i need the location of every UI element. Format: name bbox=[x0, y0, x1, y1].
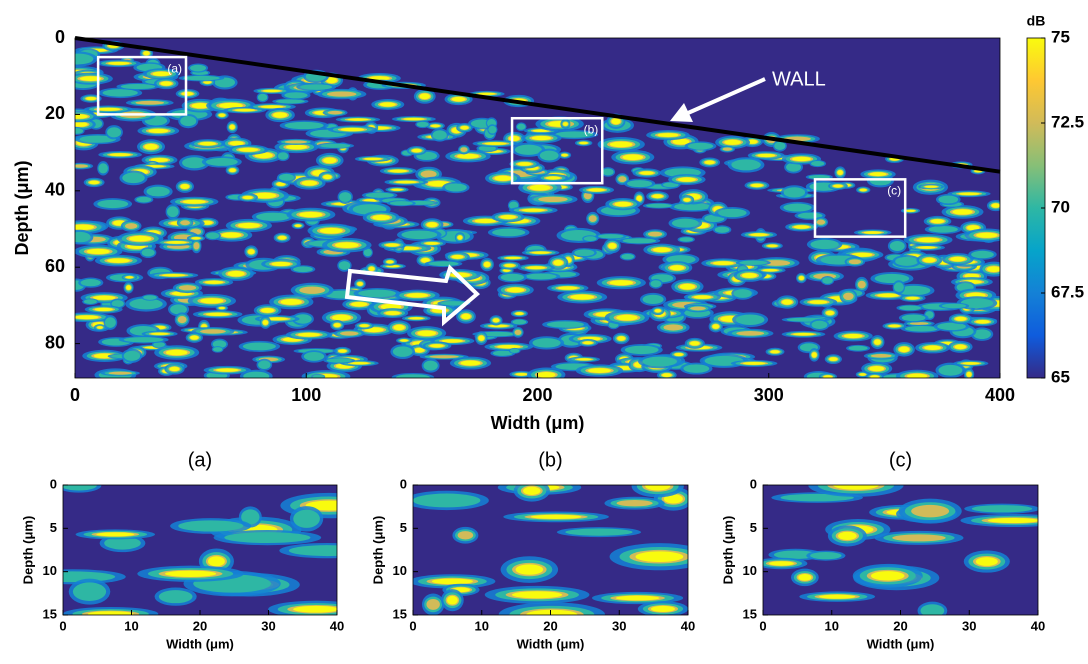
region-label: (c) bbox=[887, 184, 901, 198]
x-tick-label: 30 bbox=[612, 618, 626, 633]
y-tick-label: 15 bbox=[43, 606, 57, 621]
y-axis-label: Depth (μm) bbox=[12, 160, 32, 255]
x-tick-label: 30 bbox=[261, 618, 275, 633]
colorbar-tick-label: 67.5 bbox=[1051, 282, 1084, 301]
y-tick-label: 20 bbox=[45, 103, 65, 123]
region-label: (a) bbox=[167, 61, 182, 75]
y-tick-label: 0 bbox=[750, 476, 757, 491]
heatmap-texture bbox=[63, 485, 337, 615]
x-tick-label: 20 bbox=[193, 618, 207, 633]
y-tick-label: 0 bbox=[55, 27, 65, 47]
flow-arrow bbox=[344, 264, 480, 327]
x-tick-label: 100 bbox=[291, 385, 321, 405]
wall-line bbox=[74, 36, 1001, 174]
x-axis-label: Width (μm) bbox=[867, 636, 935, 651]
region-box bbox=[510, 116, 604, 185]
x-axis-label: Width (μm) bbox=[517, 636, 585, 651]
y-tick-label: 10 bbox=[743, 563, 757, 578]
y-tick-label: 0 bbox=[50, 476, 57, 491]
x-tick-label: 20 bbox=[543, 618, 557, 633]
x-tick-label: 300 bbox=[754, 385, 784, 405]
y-tick-label: 5 bbox=[750, 520, 757, 535]
x-tick-label: 40 bbox=[681, 618, 695, 633]
wall-arrow bbox=[687, 77, 766, 115]
region-label: (b) bbox=[584, 122, 599, 136]
y-axis-label: Depth (μm) bbox=[20, 516, 35, 585]
x-tick-label: 10 bbox=[825, 618, 839, 633]
y-tick-label: 10 bbox=[393, 563, 407, 578]
wall-label: WALL bbox=[772, 68, 826, 90]
subplot-title: (a) bbox=[188, 449, 212, 471]
y-tick-label: 40 bbox=[45, 180, 65, 200]
y-tick-label: 15 bbox=[743, 606, 757, 621]
x-tick-label: 40 bbox=[1031, 618, 1045, 633]
wall-arrowhead bbox=[670, 103, 693, 122]
y-tick-label: 80 bbox=[45, 332, 65, 352]
x-axis-label: Width (μm) bbox=[166, 636, 234, 651]
x-tick-label: 10 bbox=[475, 618, 489, 633]
colorbar-tick-label: 70 bbox=[1051, 197, 1070, 216]
region-box bbox=[96, 55, 188, 116]
y-tick-label: 10 bbox=[43, 563, 57, 578]
y-tick-label: 5 bbox=[400, 520, 407, 535]
colorbar-label: dB bbox=[1027, 13, 1046, 29]
heatmap-texture bbox=[763, 485, 1038, 615]
x-tick-label: 0 bbox=[70, 385, 80, 405]
x-tick-label: 20 bbox=[893, 618, 907, 633]
colorbar-tick-label: 65 bbox=[1051, 367, 1070, 386]
subplot-title: (c) bbox=[889, 449, 912, 471]
y-axis-label: Depth (μm) bbox=[720, 516, 735, 585]
colorbar-tick-label: 72.5 bbox=[1051, 112, 1084, 131]
x-tick-label: 400 bbox=[985, 385, 1015, 405]
x-tick-label: 0 bbox=[409, 618, 416, 633]
x-tick-label: 30 bbox=[962, 618, 976, 633]
heatmap-texture bbox=[413, 485, 688, 615]
y-axis-label: Depth (μm) bbox=[370, 516, 385, 585]
heatmap-texture bbox=[75, 40, 1000, 378]
x-tick-label: 0 bbox=[759, 618, 766, 633]
x-axis-label: Width (μm) bbox=[491, 413, 585, 433]
x-tick-label: 10 bbox=[124, 618, 138, 633]
colorbar-tick-label: 75 bbox=[1051, 27, 1070, 46]
x-tick-label: 40 bbox=[330, 618, 344, 633]
x-tick-label: 200 bbox=[522, 385, 552, 405]
region-box bbox=[813, 178, 907, 238]
y-tick-label: 5 bbox=[50, 520, 57, 535]
y-tick-label: 60 bbox=[45, 256, 65, 276]
y-tick-label: 0 bbox=[400, 476, 407, 491]
y-tick-label: 15 bbox=[393, 606, 407, 621]
x-tick-label: 0 bbox=[59, 618, 66, 633]
subplot-title: (b) bbox=[538, 449, 562, 471]
